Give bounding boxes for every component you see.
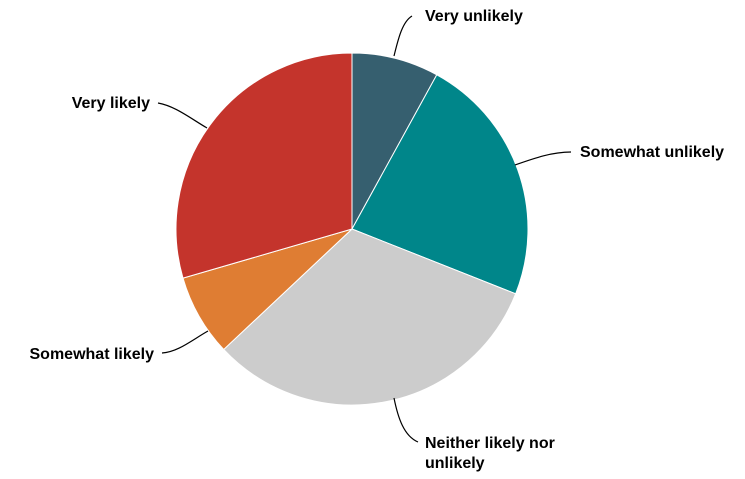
- label-somewhat-unlikely: Somewhat unlikely: [580, 144, 724, 161]
- pie-slice-very-likely: [175, 52, 353, 279]
- label-neither-line2: unlikely: [425, 455, 485, 472]
- leader-somewhat-unlikely: [514, 151, 572, 166]
- pie-slices: [175, 52, 529, 406]
- slice-labels: Very unlikely Somewhat unlikely Neither …: [30, 8, 725, 472]
- label-very-likely: Very likely: [72, 95, 150, 112]
- label-neither-line1: Neither likely nor: [425, 435, 555, 452]
- label-neither: Neither likely nor unlikely: [425, 435, 559, 472]
- pie-slice-neither-likely-nor-unlikely: [222, 228, 517, 406]
- leader-very-unlikely: [393, 15, 413, 57]
- pie-slice-somewhat-unlikely: [351, 74, 529, 295]
- leader-very-likely: [157, 102, 208, 129]
- leader-lines: [157, 15, 572, 443]
- label-very-unlikely: Very unlikely: [425, 8, 523, 25]
- leader-somewhat-likely: [161, 330, 209, 354]
- pie-slice-very-unlikely: [351, 52, 438, 230]
- leader-neither: [393, 397, 419, 443]
- label-somewhat-likely: Somewhat likely: [30, 346, 155, 363]
